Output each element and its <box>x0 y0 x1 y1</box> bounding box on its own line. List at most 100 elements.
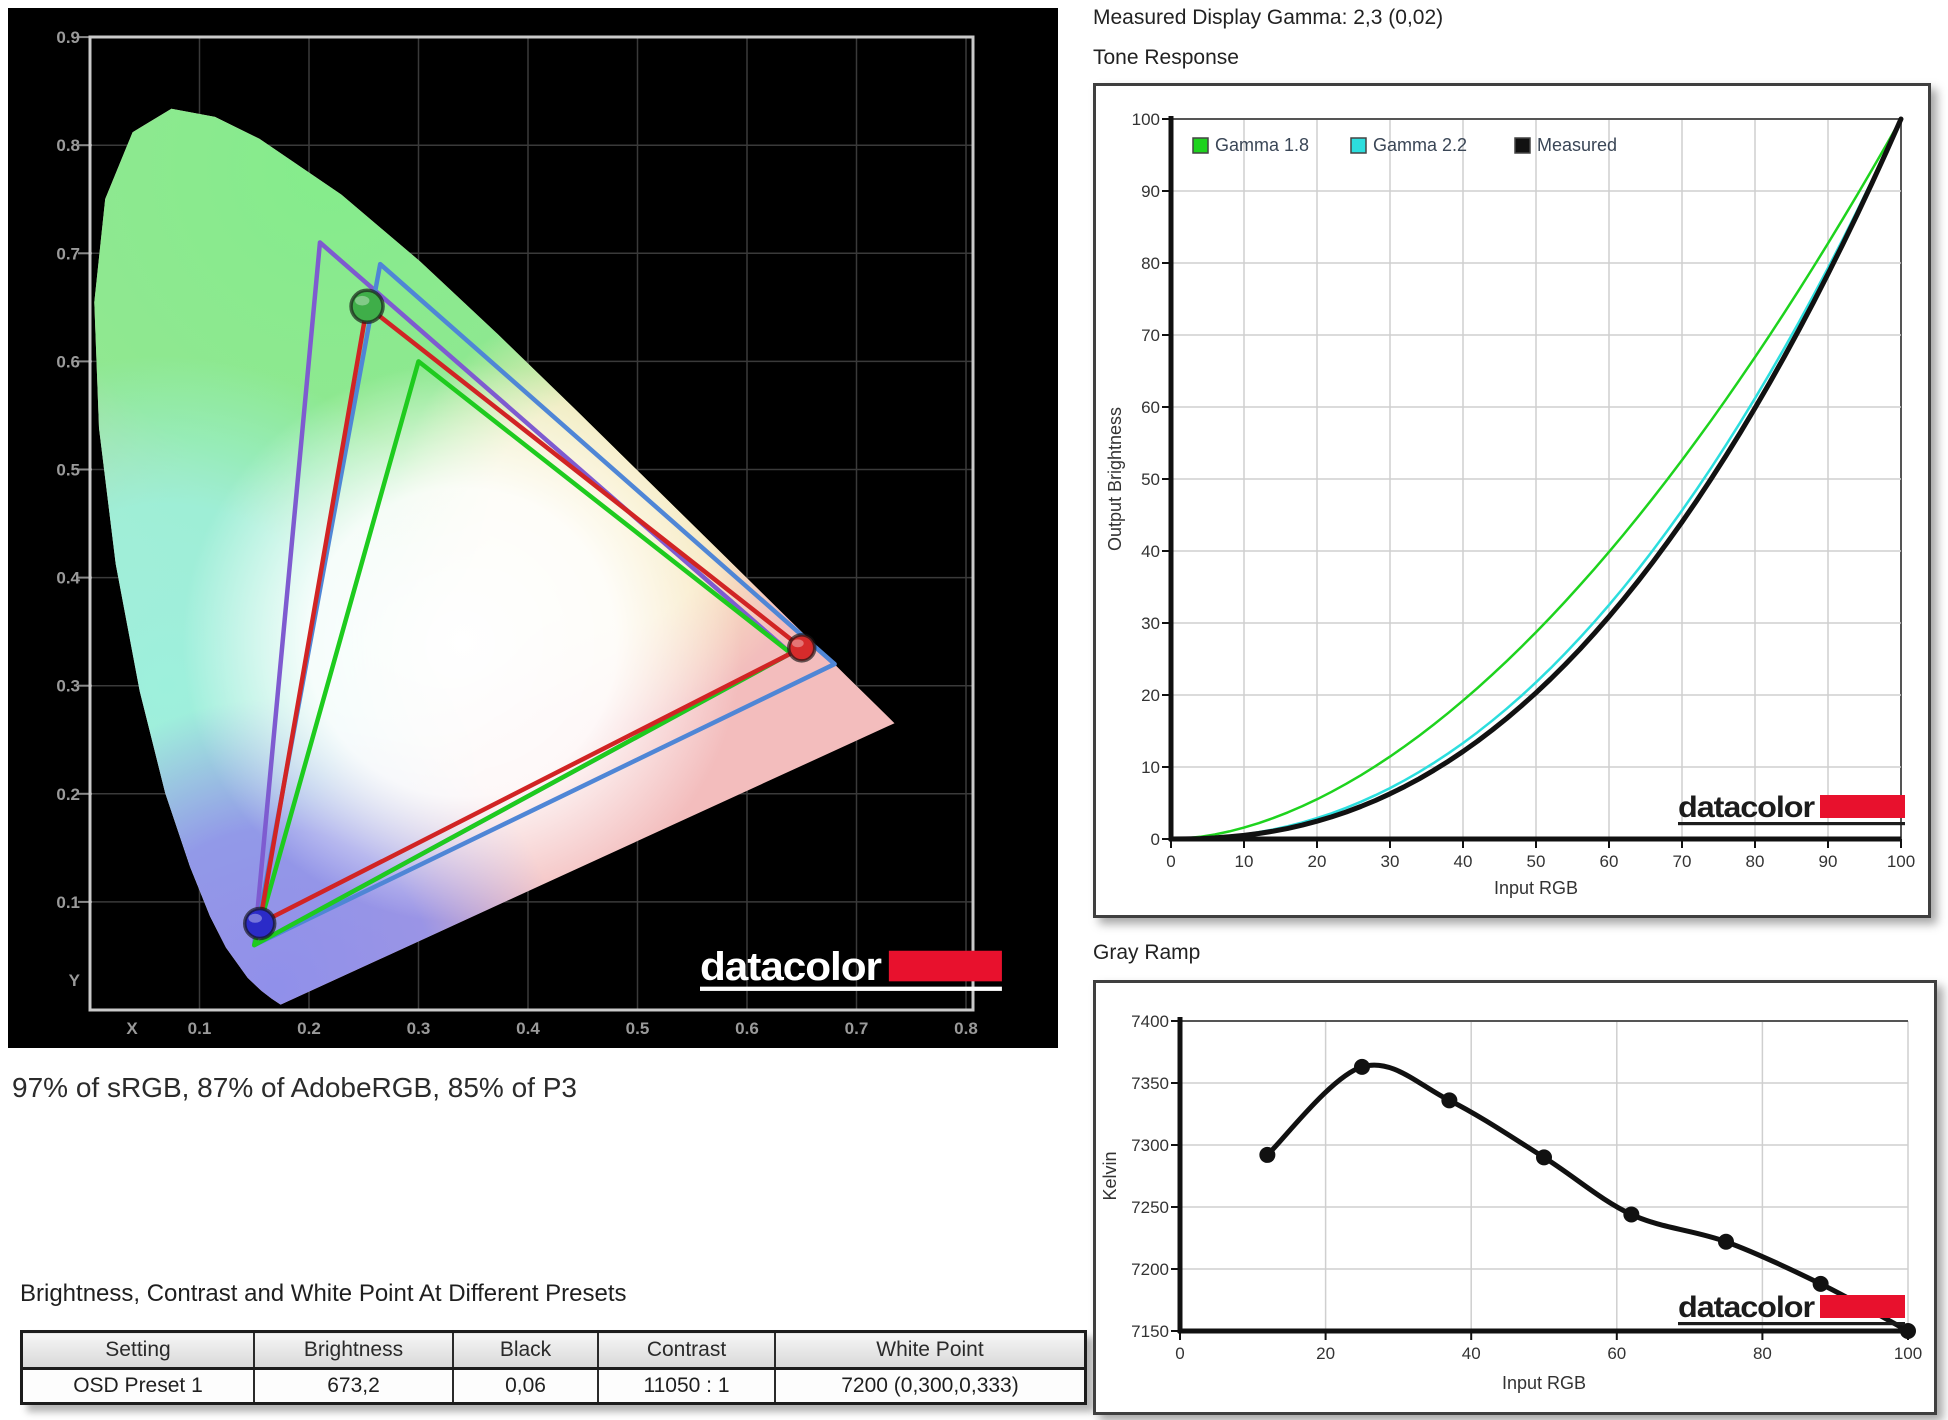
svg-text:0.2: 0.2 <box>56 785 80 804</box>
svg-text:Kelvin: Kelvin <box>1100 1151 1120 1200</box>
svg-text:datacolor: datacolor <box>1678 1291 1815 1324</box>
cie-axis-labels: 0.1 0.2 0.3 0.4 0.5 0.6 0.7 0.8 0.9 0.1 0.2 0.3 0.4 0… <box>56 28 977 1038</box>
svg-text:Measured: Measured <box>1537 135 1617 155</box>
svg-text:Gamma 2.2: Gamma 2.2 <box>1373 135 1467 155</box>
tone-response-title: Tone Response <box>1093 46 1239 69</box>
svg-text:0.8: 0.8 <box>954 1019 978 1038</box>
presets-col-black: Black <box>452 1330 599 1370</box>
gray-ramp-point <box>1623 1206 1640 1223</box>
svg-text:Input RGB: Input RGB <box>1502 1373 1586 1393</box>
cie-chromaticity-chart: 0.1 0.2 0.3 0.4 0.5 0.6 0.7 0.8 0.9 0.1 0.2 0.3 0.4 0… <box>56 28 1002 1038</box>
svg-text:Gamma 1.8: Gamma 1.8 <box>1215 135 1309 155</box>
datacolor-logo: datacolor <box>1678 791 1905 826</box>
svg-text:90: 90 <box>1819 852 1838 871</box>
svg-text:0.7: 0.7 <box>56 244 80 263</box>
presets-cell-setting: OSD Preset 1 <box>20 1367 255 1405</box>
presets-cell-brightness: 673,2 <box>253 1367 454 1405</box>
svg-text:0.4: 0.4 <box>516 1019 540 1038</box>
svg-text:Input RGB: Input RGB <box>1494 878 1578 898</box>
svg-text:0.3: 0.3 <box>56 677 80 696</box>
svg-text:7250: 7250 <box>1131 1198 1169 1217</box>
primary-marker-green-primary <box>349 288 385 325</box>
tone-axis-labels: 0 10 20 30 40 50 60 70 80 90 100 0 10 20 30 40 50 60 70 80 9… <box>1105 110 1915 898</box>
svg-text:0.8: 0.8 <box>56 136 80 155</box>
gamut-triangle-measured <box>257 304 804 926</box>
datacolor-logo: datacolor <box>700 945 1002 991</box>
presets-col-contrast: Contrast <box>597 1330 776 1370</box>
svg-text:7200: 7200 <box>1131 1260 1169 1279</box>
gray-ramp-point <box>1718 1233 1734 1250</box>
svg-text:7150: 7150 <box>1131 1322 1169 1341</box>
presets-table-head: Setting Brightness Black Contrast White Poin… <box>20 1330 1087 1370</box>
gray-ramp-point <box>1812 1275 1829 1292</box>
svg-text:7400: 7400 <box>1131 1012 1169 1031</box>
svg-text:0.2: 0.2 <box>297 1019 321 1038</box>
presets-col-brightness: Brightness <box>253 1330 454 1370</box>
svg-text:0.5: 0.5 <box>626 1019 650 1038</box>
svg-text:0.9: 0.9 <box>56 28 80 47</box>
svg-text:100: 100 <box>1132 110 1160 129</box>
svg-text:20: 20 <box>1308 852 1327 871</box>
gray-ramp-chart: 7150 7200 7250 7300 7350 7400 0 20 40 60 80 100 Inpu… <box>1100 1012 1922 1393</box>
gray-ramp-point <box>1536 1149 1552 1166</box>
tone-response-panel: 0 10 20 30 40 50 60 70 80 90 100 0 10 20 30 40 50 60 70 80 9… <box>1093 83 1931 918</box>
svg-text:Output Brightness: Output Brightness <box>1105 407 1125 551</box>
svg-text:60: 60 <box>1607 1344 1626 1363</box>
svg-text:0.5: 0.5 <box>56 461 80 480</box>
svg-text:70: 70 <box>1141 326 1160 345</box>
svg-text:30: 30 <box>1141 614 1160 633</box>
presets-table-body: OSD Preset 1 673,2 0,06 11050 : 1 7200 (0,30… <box>20 1367 1087 1405</box>
gamut-coverage-text: 97% of sRGB, 87% of AdobeRGB, 85% of P3 <box>12 1072 577 1103</box>
presets-col-setting: Setting <box>20 1330 255 1370</box>
presets-col-white-point: White Point <box>774 1330 1087 1370</box>
presets-cell-black: 0,06 <box>452 1367 599 1405</box>
svg-text:datacolor: datacolor <box>1678 791 1815 824</box>
presets-table: Setting Brightness Black Contrast White Poin… <box>20 1330 1087 1405</box>
tone-curve-measured <box>1168 116 1904 842</box>
cie-chromaticity-panel: 0.1 0.2 0.3 0.4 0.5 0.6 0.7 0.8 0.9 0.1 0.2 0.3 0.4 0… <box>8 8 1058 1048</box>
gray-axis-labels: 7150 7200 7250 7300 7350 7400 0 20 40 60 80 100 Inpu… <box>1100 1012 1922 1393</box>
svg-text:0.6: 0.6 <box>735 1019 759 1038</box>
gray-grid <box>1180 1020 1909 1331</box>
gray-ramp-point <box>1354 1058 1370 1075</box>
gray-ramp-panel: 7150 7200 7250 7300 7350 7400 0 20 40 60 80 100 Inpu… <box>1093 980 1937 1415</box>
svg-text:20: 20 <box>1316 1344 1335 1363</box>
svg-text:0.7: 0.7 <box>845 1019 869 1038</box>
tone-curve-gamma-1-8 <box>1169 117 1903 841</box>
svg-text:7350: 7350 <box>1131 1074 1169 1093</box>
svg-text:80: 80 <box>1746 852 1765 871</box>
svg-text:60: 60 <box>1141 398 1160 417</box>
cie-plot-frame <box>88 35 975 1012</box>
svg-text:0: 0 <box>1166 852 1175 871</box>
tone-axes <box>1162 116 1902 848</box>
svg-text:10: 10 <box>1235 852 1254 871</box>
svg-text:0.1: 0.1 <box>188 1019 212 1038</box>
svg-text:10: 10 <box>1141 758 1160 777</box>
svg-text:0.6: 0.6 <box>56 352 80 371</box>
presets-table-wrap: Setting Brightness Black Contrast White Poin… <box>20 1330 1087 1405</box>
spectral-locus <box>94 108 895 1005</box>
svg-text:40: 40 <box>1141 542 1160 561</box>
svg-text:70: 70 <box>1673 852 1692 871</box>
svg-text:60: 60 <box>1600 852 1619 871</box>
svg-text:7300: 7300 <box>1131 1136 1169 1155</box>
primary-marker-blue-primary <box>242 906 277 941</box>
presets-heading: Brightness, Contrast and White Point At … <box>20 1280 627 1307</box>
svg-text:80: 80 <box>1141 254 1160 273</box>
svg-text:100: 100 <box>1894 1344 1922 1363</box>
gray-ramp-point <box>1441 1092 1458 1109</box>
tone-response-chart: 0 10 20 30 40 50 60 70 80 90 100 0 10 20 30 40 50 60 70 80 9… <box>1105 110 1915 898</box>
presets-cell-white-point: 7200 (0,300,0,333) <box>774 1367 1087 1405</box>
svg-text:100: 100 <box>1887 852 1915 871</box>
svg-text:datacolor: datacolor <box>700 945 881 989</box>
primary-marker-red-primary <box>787 633 817 663</box>
svg-text:50: 50 <box>1527 852 1546 871</box>
svg-text:40: 40 <box>1454 852 1473 871</box>
svg-text:20: 20 <box>1141 686 1160 705</box>
svg-text:30: 30 <box>1381 852 1400 871</box>
tone-legend: Gamma 1.8 Gamma 2.2 Measured <box>1192 135 1617 155</box>
gray-ramp-title: Gray Ramp <box>1093 941 1201 964</box>
svg-text:X: X <box>126 1019 138 1038</box>
svg-text:0.1: 0.1 <box>56 893 80 912</box>
